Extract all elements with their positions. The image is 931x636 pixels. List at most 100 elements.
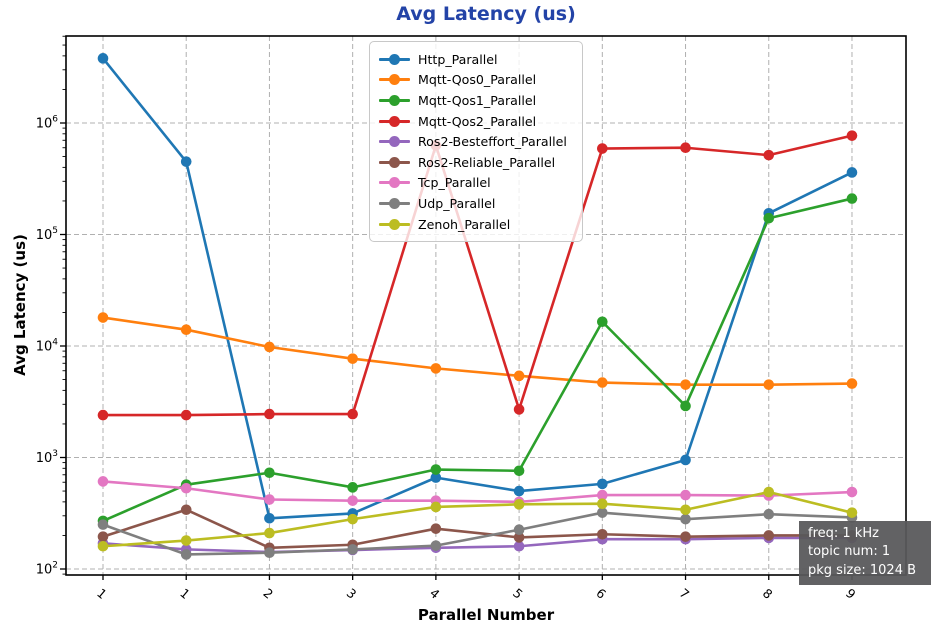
data-point-Mqtt-Qos1_Parallel [430, 464, 442, 475]
data-point-Mqtt-Qos2_Parallel [264, 408, 275, 420]
data-point-Udp_Parallel [680, 513, 691, 525]
series-line-Zenoh_Parallel [102, 490, 853, 548]
legend-item-label: Udp_Parallel [418, 195, 496, 211]
data-point-Mqtt-Qos2_Parallel [763, 149, 775, 161]
y-tick-label: 106 [36, 115, 59, 132]
series-line-Tcp_Parallel [102, 480, 853, 504]
data-point-Ros2-Reliable_Parallel [430, 523, 442, 534]
legend-item-label: Http_Parallel [418, 51, 498, 67]
data-point-Mqtt-Qos1_Parallel [347, 482, 358, 493]
data-point-Mqtt-Qos2_Parallel [180, 409, 192, 421]
data-point-Ros2-Reliable_Parallel [680, 531, 691, 542]
legend-item: Ros2-Besteffort_Parallel [379, 131, 574, 152]
data-point-Mqtt-Qos0_Parallel [846, 378, 858, 389]
data-point-Udp_Parallel [513, 524, 525, 536]
x-tick-label: 8 [760, 585, 776, 602]
data-point-Http_Parallel [97, 53, 109, 64]
data-point-Mqtt-Qos0_Parallel [430, 363, 442, 374]
data-point-Mqtt-Qos2_Parallel [846, 130, 858, 141]
data-point-Mqtt-Qos1_Parallel [846, 193, 858, 204]
legend-item: Mqtt-Qos0_Parallel [379, 70, 574, 91]
data-point-Http_Parallel [513, 485, 525, 497]
data-point-Http_Parallel [846, 167, 858, 178]
data-point-Zenoh_Parallel [430, 501, 442, 513]
legend-item: Ros2-Reliable_Parallel [379, 152, 574, 173]
data-point-Tcp_Parallel [97, 476, 109, 487]
data-point-Mqtt-Qos1_Parallel [680, 400, 691, 412]
series-line-Mqtt-Qos2_Parallel [103, 134, 853, 417]
data-point-Http_Parallel [597, 478, 608, 490]
data-point-Http_Parallel [264, 512, 275, 524]
x-tick-label: 7 [677, 585, 693, 602]
x-tick-label: 4 [427, 585, 443, 602]
legend-item: Tcp_Parallel [379, 173, 574, 194]
legend-item: Udp_Parallel [379, 193, 574, 214]
chart-title: Avg Latency (us) [396, 3, 576, 25]
x-axis-label: Parallel Number [417, 606, 555, 624]
x-tick-label: 9 [843, 585, 859, 602]
legend-item-label: Tcp_Parallel [418, 175, 491, 191]
data-point-Ros2-Reliable_Parallel [513, 532, 525, 543]
data-point-Mqtt-Qos1_Parallel [597, 316, 608, 328]
data-point-Zenoh_Parallel [97, 540, 109, 552]
x-tick-label: 1 [94, 585, 110, 602]
data-point-Zenoh_Parallel [763, 486, 775, 498]
data-point-Mqtt-Qos1_Parallel [264, 467, 275, 479]
data-point-Tcp_Parallel [180, 482, 192, 494]
legend: Http_Parallel Mqtt-Qos0_Parallel Mqtt-Qo… [369, 41, 583, 243]
series-line-Mqtt-Qos0_Parallel [102, 316, 852, 386]
data-point-Zenoh_Parallel [264, 527, 275, 539]
data-point-Mqtt-Qos0_Parallel [763, 379, 775, 390]
y-tick-label: 102 [36, 561, 58, 578]
legend-marker-icon [379, 136, 410, 148]
legend-marker-icon [379, 177, 410, 189]
data-point-Mqtt-Qos0_Parallel [347, 353, 358, 364]
data-point-Mqtt-Qos2_Parallel [597, 143, 608, 154]
data-point-Zenoh_Parallel [347, 513, 358, 525]
data-point-Udp_Parallel [180, 549, 192, 560]
data-point-Mqtt-Qos0_Parallel [597, 377, 608, 388]
annotation-line-freq: freq: 1 kHz [808, 526, 879, 541]
series-line-Ros2-Besteffort_Parallel [102, 536, 852, 554]
legend-item: Mqtt-Qos1_Parallel [379, 90, 574, 111]
data-point-Tcp_Parallel [347, 495, 358, 506]
annotation-line-pkg: pkg size: 1024 B [808, 562, 917, 578]
legend-item-label: Mqtt-Qos1_Parallel [418, 92, 537, 108]
data-point-Mqtt-Qos2_Parallel [347, 408, 358, 420]
data-point-Tcp_Parallel [597, 489, 608, 501]
data-point-Mqtt-Qos2_Parallel [97, 409, 109, 421]
data-point-Zenoh_Parallel [513, 499, 525, 510]
data-point-Zenoh_Parallel [680, 504, 691, 516]
data-point-Udp_Parallel [347, 544, 358, 555]
annotation-box: freq: 1 kHz topic num: 1 pkg size: 1024 … [799, 521, 931, 586]
data-point-Mqtt-Qos0_Parallel [97, 312, 109, 323]
legend-item: Http_Parallel [379, 49, 574, 70]
legend-marker-icon [379, 94, 410, 106]
data-point-Mqtt-Qos2_Parallel [680, 142, 691, 154]
data-point-Udp_Parallel [763, 508, 775, 520]
data-point-Mqtt-Qos2_Parallel [513, 404, 525, 415]
data-point-Tcp_Parallel [846, 486, 858, 498]
legend-item-label: Ros2-Reliable_Parallel [418, 154, 556, 170]
series-line-Udp_Parallel [102, 511, 853, 556]
legend-item: Mqtt-Qos2_Parallel [379, 111, 574, 132]
data-point-Mqtt-Qos0_Parallel [180, 324, 192, 336]
annotation-line-topic: topic num: 1 [808, 544, 891, 560]
legend-marker-icon [379, 197, 410, 209]
data-point-Udp_Parallel [597, 507, 608, 518]
legend-marker-icon [379, 74, 410, 86]
legend-item: Zenoh_Parallel [379, 214, 574, 235]
data-point-Mqtt-Qos1_Parallel [513, 465, 525, 477]
data-point-Udp_Parallel [430, 540, 442, 551]
data-point-Tcp_Parallel [264, 494, 275, 505]
data-point-Mqtt-Qos1_Parallel [763, 212, 775, 224]
x-tick-label: 5 [510, 585, 526, 602]
data-point-Mqtt-Qos0_Parallel [513, 370, 525, 382]
data-point-Ros2-Besteffort_Parallel [513, 540, 525, 552]
series-line-Mqtt-Qos1_Parallel [102, 197, 853, 523]
legend-item-label: Ros2-Besteffort_Parallel [418, 134, 567, 150]
y-tick-label: 104 [36, 338, 59, 355]
data-point-Udp_Parallel [264, 547, 275, 559]
data-point-Mqtt-Qos0_Parallel [264, 341, 275, 353]
